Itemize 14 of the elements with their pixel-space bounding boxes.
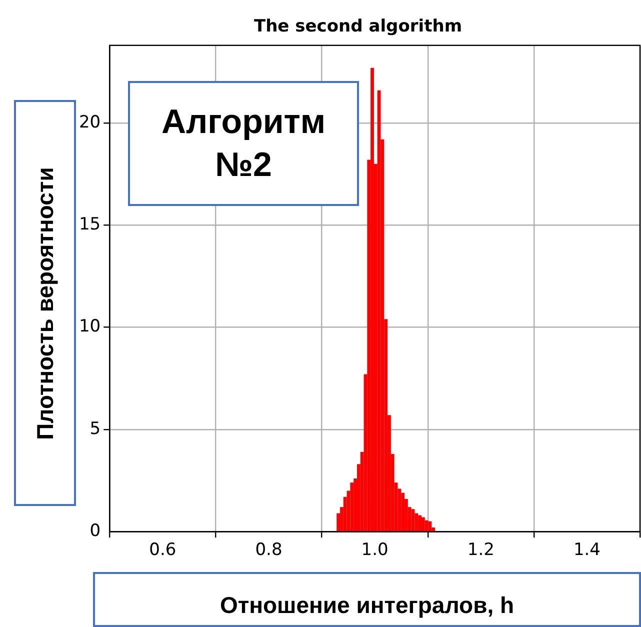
x-tick-label: 1.0 <box>361 540 388 560</box>
y-tick-label: 15 <box>78 214 101 235</box>
annotation: Алгоритм №2 <box>128 81 359 206</box>
y-tick-label: 5 <box>90 418 101 439</box>
x-tick-label: 0.6 <box>149 540 176 560</box>
y-tick-label: 0 <box>90 521 101 542</box>
x-tick-label: 1.2 <box>467 540 494 560</box>
x-axis-title: Отношение интегралов, h <box>93 572 641 627</box>
y-tick-label: 20 <box>78 112 101 132</box>
chart-title: The second algorithm <box>254 16 462 37</box>
y-axis-title: Плотность вероятности <box>32 166 58 440</box>
x-tick-label: 1.4 <box>573 540 600 560</box>
x-tick-label: 0.8 <box>255 540 282 560</box>
y-tick-label: 10 <box>78 316 101 337</box>
